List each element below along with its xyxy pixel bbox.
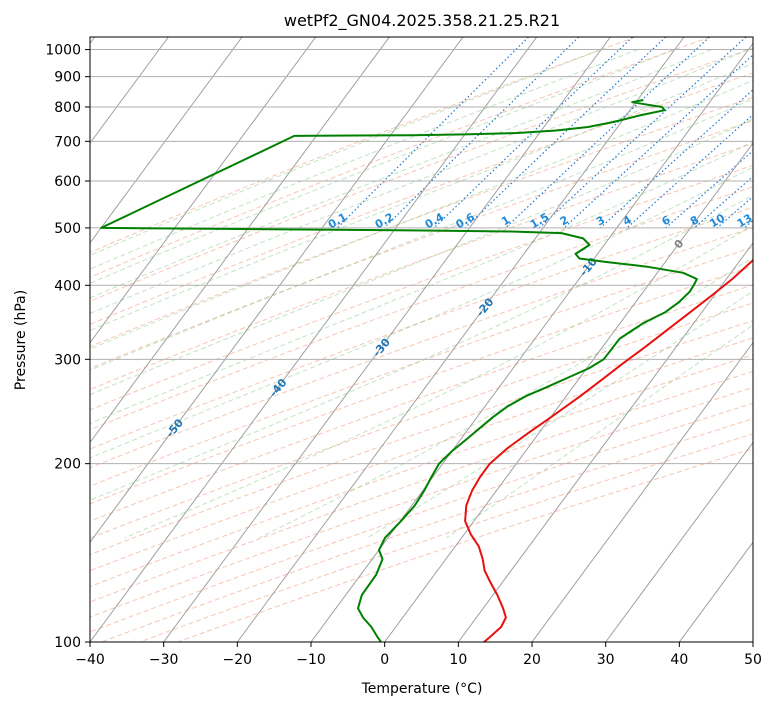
- y-tick-label: 900: [54, 70, 81, 86]
- y-tick-label: 100: [54, 635, 81, 651]
- dry-adiabat-line: [90, 370, 753, 603]
- isotherm-line: [310, 42, 753, 642]
- isotherm-line: [90, 37, 464, 544]
- isotherm-line: [90, 37, 538, 642]
- moist-adiabats: [90, 49, 753, 539]
- chart-title: wetPf2_GN04.2025.358.21.25.R21: [284, 11, 560, 31]
- y-tick-label: 800: [54, 100, 81, 116]
- dewpoint-profile-line: [100, 99, 698, 642]
- temperature-profile-line: [464, 258, 753, 642]
- moist-adiabat-line: [90, 79, 753, 350]
- skewed-isotherms: [90, 37, 753, 642]
- dry-adiabat-line: [90, 320, 753, 556]
- dry-adiabat-line: [90, 142, 753, 391]
- moist-adiabat-line: [90, 62, 753, 331]
- moist-adiabat-line: [90, 49, 675, 284]
- moist-adiabat-line: [90, 49, 602, 256]
- moist-adiabat-line: [90, 49, 712, 299]
- x-tick-label: 0: [380, 652, 389, 668]
- y-tick-label: 500: [54, 221, 81, 237]
- dry-adiabat-line: [90, 72, 753, 325]
- isotherm-line: [90, 37, 317, 344]
- isotherm-line: [90, 37, 390, 444]
- x-tick-label: 40: [670, 652, 688, 668]
- isotherm-line: [457, 242, 753, 642]
- plot-frame: [89, 36, 754, 643]
- isotherm-line: [531, 341, 753, 642]
- mixing-ratio-line: [433, 37, 633, 229]
- x-axis-label: Temperature (°C): [361, 681, 483, 697]
- x-axis: −40 −30 −20 −10 0 10 20 30 40 50: [75, 642, 762, 668]
- mixing-ratio-lines: [336, 37, 753, 229]
- y-axis-label: Pressure (hPa): [13, 290, 29, 390]
- dry-adiabat-line: [101, 418, 753, 642]
- mixing-ratio-line: [505, 37, 710, 229]
- mixing-ratio-line: [599, 88, 753, 229]
- dry-adiabat-line: [90, 302, 753, 539]
- moist-adiabat-line: [90, 49, 749, 315]
- x-tick-label: 10: [449, 652, 467, 668]
- isobar-gridlines: [90, 49, 753, 642]
- y-tick-label: 400: [54, 278, 81, 294]
- dry-adiabat-line: [139, 433, 753, 642]
- dry-adiabats: [90, 37, 753, 642]
- mixing-ratio-line: [563, 54, 753, 229]
- mixing-ratio-line: [665, 149, 753, 229]
- y-tick-label: 700: [54, 134, 81, 150]
- isotherm-line: [605, 441, 753, 642]
- moist-adiabat-line: [90, 166, 753, 459]
- dry-adiabat-line: [90, 47, 753, 302]
- mixing-ratio-label: 13: [735, 211, 755, 230]
- dry-adiabat-line: [177, 448, 753, 642]
- isotherm-line: [90, 37, 169, 145]
- dry-adiabat-line: [90, 354, 753, 588]
- profile-series: [100, 99, 753, 642]
- dry-adiabat-line: [90, 337, 753, 572]
- dry-adiabat-line: [90, 37, 711, 278]
- x-tick-label: 30: [597, 652, 615, 668]
- moist-adiabat-line: [90, 98, 753, 371]
- x-tick-label: −30: [149, 652, 179, 668]
- moist-adiabat-line: [90, 141, 753, 424]
- moist-adiabat-line: [90, 118, 753, 396]
- dry-adiabat-line: [90, 186, 753, 431]
- dry-adiabat-line: [90, 227, 753, 469]
- y-tick-label: 1000: [45, 43, 81, 59]
- x-tick-label: 20: [523, 652, 541, 668]
- x-tick-label: −10: [296, 652, 326, 668]
- y-tick-label: 200: [54, 457, 81, 473]
- isotherm-line: [384, 142, 753, 642]
- y-tick-label: 300: [54, 352, 81, 368]
- mixing-ratio-line: [336, 37, 529, 229]
- x-tick-label: 50: [744, 652, 762, 668]
- y-tick-label: 600: [54, 174, 81, 190]
- isotherm-line: [236, 37, 685, 642]
- isotherm-line: [90, 37, 243, 244]
- x-tick-label: −20: [223, 652, 253, 668]
- isotherm-line: [163, 37, 611, 642]
- plot-area: 0.10.20.40.611.52346810131620253036-100-…: [90, 37, 755, 642]
- y-axis: 100 200 300 400 500 600 700 800 900 1000: [45, 43, 90, 651]
- dry-adiabat-line: [90, 164, 753, 411]
- dry-adiabat-line: [90, 120, 753, 370]
- x-tick-label: −40: [75, 652, 105, 668]
